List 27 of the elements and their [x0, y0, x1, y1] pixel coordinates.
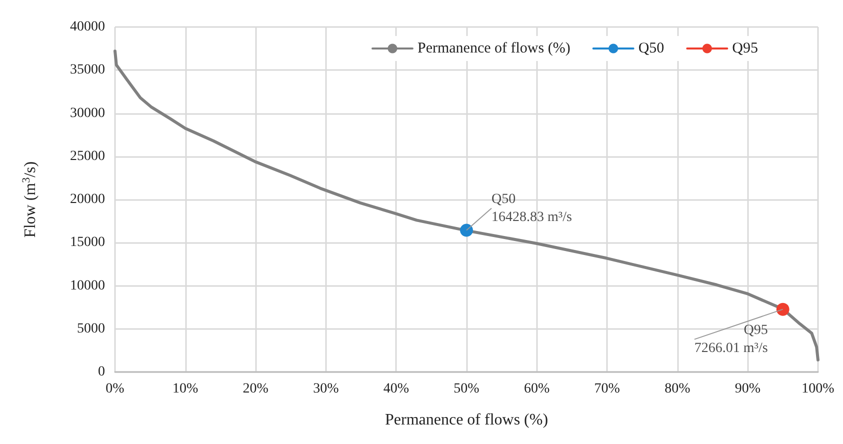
y-tick-label: 15000: [70, 235, 105, 250]
annotation: Q95 7266.01 m³/s: [694, 322, 768, 356]
x-tick-label: 60%: [524, 382, 550, 396]
x-tick-label: 0%: [106, 382, 125, 396]
x-tick-label: 20%: [242, 382, 269, 396]
x-tick-label: 30%: [313, 382, 340, 396]
y-axis-title: Flow (m3/s): [20, 161, 39, 238]
x-tick-label: 10%: [172, 382, 198, 396]
x-tick-label: 50%: [454, 382, 480, 396]
x-tick-label: 100%: [802, 382, 835, 396]
legend-label: Q95: [732, 40, 758, 56]
x-tick-label: 90%: [734, 382, 761, 396]
y-tick-label: 0: [98, 364, 105, 380]
y-tick-label: 30000: [70, 106, 105, 121]
legend-label: Q50: [638, 40, 664, 56]
y-tick-label: 40000: [70, 20, 105, 34]
x-tick-label: 40%: [383, 382, 410, 396]
y-tick-label: 35000: [70, 62, 105, 78]
legend-label: Permanence of flows (%): [417, 40, 570, 56]
x-tick-label: 80%: [664, 382, 691, 396]
x-tick-label: 70%: [594, 382, 620, 396]
y-tick-label: 20000: [70, 192, 105, 207]
annotation: Q50 16428.83 m³/s: [492, 192, 572, 225]
x-axis-title: Permanence of flows (%): [384, 412, 548, 428]
y-tick-label: 25000: [70, 148, 105, 164]
y-tick-label: 10000: [70, 278, 105, 294]
y-tick-label: 5000: [77, 321, 105, 336]
